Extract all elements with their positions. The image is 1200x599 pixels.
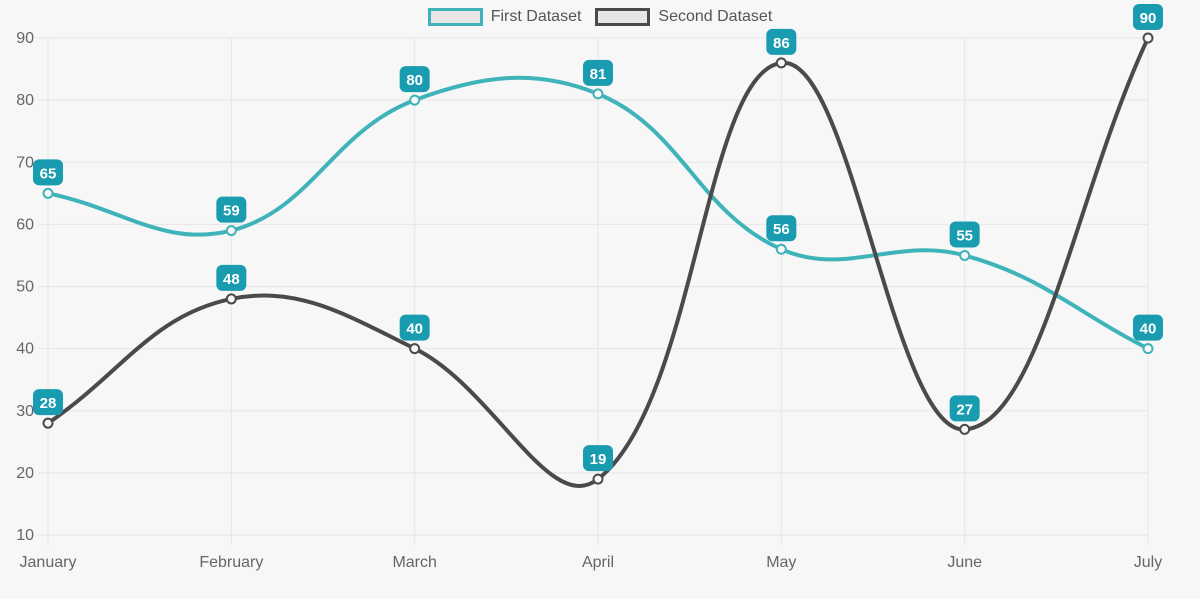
data-label-badge <box>399 66 430 93</box>
x-axis-label: July <box>1134 554 1162 571</box>
data-label-text: 19 <box>590 451 607 468</box>
first-dataset-swatch-icon <box>427 8 483 26</box>
data-label-text: 40 <box>1140 321 1157 338</box>
data-point[interactable] <box>959 423 971 435</box>
data-label-badge <box>1133 314 1163 341</box>
data-label-badge <box>949 395 980 422</box>
y-axis-tick-label: 90 <box>16 30 34 47</box>
y-axis-tick-label: 40 <box>16 341 34 358</box>
x-axis-label: January <box>20 554 77 571</box>
y-axis-tick-label: 50 <box>16 279 34 296</box>
data-label-badge <box>766 28 797 55</box>
x-axis-label: February <box>199 554 263 571</box>
data-label-badge <box>583 59 613 86</box>
data-label-badge <box>216 196 247 223</box>
data-point[interactable] <box>775 243 787 255</box>
data-label-text: 28 <box>40 395 57 412</box>
second-dataset-swatch-icon <box>595 8 651 26</box>
data-label-text: 81 <box>590 66 607 83</box>
legend-label-first-dataset: First Dataset <box>490 8 582 25</box>
data-label-text: 56 <box>773 221 790 238</box>
x-axis-label: April <box>582 554 614 571</box>
data-label-text: 40 <box>406 321 423 338</box>
data-label-badge <box>33 389 63 416</box>
data-label-badge <box>33 159 63 186</box>
data-label-text: 90 <box>1140 10 1157 27</box>
data-label-badge <box>583 445 613 472</box>
y-axis-tick-label: 20 <box>16 465 34 482</box>
data-point[interactable] <box>592 473 604 485</box>
legend-item-first-dataset[interactable]: First Dataset <box>427 6 582 28</box>
second-dataset-line <box>46 36 1150 488</box>
x-axis-label: March <box>392 554 436 571</box>
data-point[interactable] <box>409 343 421 355</box>
legend-item-second-dataset[interactable]: Second Dataset <box>595 6 772 28</box>
data-label-text: 48 <box>223 271 240 288</box>
data-point[interactable] <box>225 293 237 305</box>
data-point[interactable] <box>225 225 237 237</box>
data-point[interactable] <box>775 57 787 69</box>
data-label-text: 59 <box>223 203 240 220</box>
data-point[interactable] <box>592 88 604 100</box>
data-label-badge <box>949 221 980 248</box>
y-axis-tick-label: 30 <box>16 403 34 420</box>
data-label-text: 55 <box>956 227 973 244</box>
legend: First Dataset Second Dataset <box>0 6 1200 28</box>
legend-label-second-dataset: Second Dataset <box>658 8 773 25</box>
data-label-text: 65 <box>40 165 57 182</box>
x-axis-label: May <box>766 554 796 571</box>
y-axis-tick-label: 70 <box>16 154 34 171</box>
data-point[interactable] <box>1142 343 1154 355</box>
data-point[interactable] <box>959 249 971 261</box>
data-point[interactable] <box>409 94 421 106</box>
data-label-badge <box>1133 4 1163 30</box>
data-label-badge <box>399 314 430 341</box>
y-axis-tick-label: 60 <box>16 216 34 233</box>
data-label-text: 80 <box>406 72 423 89</box>
data-label-badge <box>766 215 797 242</box>
x-axis-label: June <box>947 554 982 571</box>
data-point[interactable] <box>42 187 54 199</box>
y-axis-tick-label: 10 <box>16 527 34 544</box>
data-label-text: 27 <box>956 401 973 418</box>
data-label-badge <box>216 264 247 291</box>
data-point[interactable] <box>1142 32 1154 44</box>
data-point[interactable] <box>42 417 54 429</box>
data-label-text: 86 <box>773 35 790 52</box>
y-axis-tick-label: 80 <box>16 92 34 109</box>
